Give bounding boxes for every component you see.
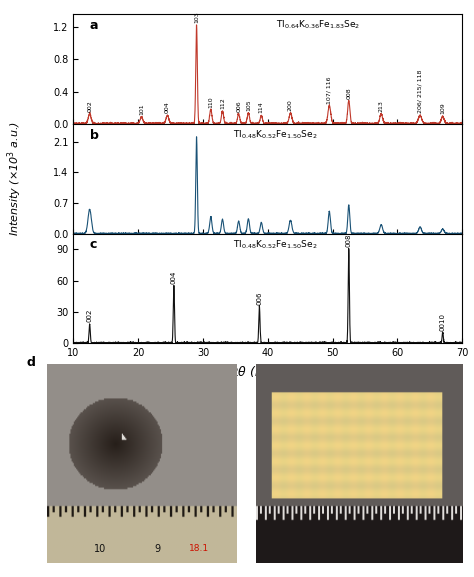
Text: $\mathbf{d}$: $\mathbf{d}$ (26, 355, 36, 369)
Text: Tl$_{0.48}$K$_{0.52}$Fe$_{1.50}$Se$_2$: Tl$_{0.48}$K$_{0.52}$Fe$_{1.50}$Se$_2$ (233, 238, 318, 250)
Text: 101: 101 (139, 103, 144, 115)
Text: 112: 112 (220, 98, 225, 110)
Text: 103: 103 (194, 11, 199, 23)
Text: 008: 008 (346, 234, 352, 248)
Text: 105: 105 (246, 99, 251, 111)
Text: Tl$_{0.64}$K$_{0.36}$Fe$_{1.83}$Se$_2$: Tl$_{0.64}$K$_{0.36}$Fe$_{1.83}$Se$_2$ (275, 19, 360, 31)
Text: 002: 002 (87, 309, 92, 323)
Text: 110: 110 (208, 96, 213, 108)
Text: 109: 109 (440, 103, 445, 114)
Text: 006: 006 (256, 291, 263, 305)
Text: 213: 213 (379, 100, 383, 112)
Text: 200: 200 (288, 99, 293, 111)
Text: 002: 002 (87, 100, 92, 112)
X-axis label: $2\theta$ (Degree): $2\theta$ (Degree) (230, 364, 306, 381)
Text: 206/ 215/ 118: 206/ 215/ 118 (418, 70, 422, 114)
Text: 10: 10 (94, 544, 107, 554)
Text: 004: 004 (165, 102, 170, 114)
Text: Tl$_{0.48}$K$_{0.52}$Fe$_{1.50}$Se$_2$: Tl$_{0.48}$K$_{0.52}$Fe$_{1.50}$Se$_2$ (233, 129, 318, 141)
Text: 107/ 116: 107/ 116 (327, 76, 332, 104)
Text: $\mathbf{a}$: $\mathbf{a}$ (89, 19, 99, 32)
Text: 114: 114 (259, 102, 264, 114)
Text: Intensity ($\times$10$^3$ a.u.): Intensity ($\times$10$^3$ a.u.) (5, 122, 24, 236)
Text: 006: 006 (236, 100, 241, 112)
Text: 004: 004 (171, 271, 177, 284)
Text: 0010: 0010 (440, 313, 446, 331)
Text: 008: 008 (346, 87, 351, 99)
Text: $\mathbf{c}$: $\mathbf{c}$ (89, 238, 98, 251)
Text: $\mathbf{b}$: $\mathbf{b}$ (89, 129, 100, 143)
Text: 18.1: 18.1 (189, 544, 209, 553)
Text: 9: 9 (155, 544, 160, 554)
